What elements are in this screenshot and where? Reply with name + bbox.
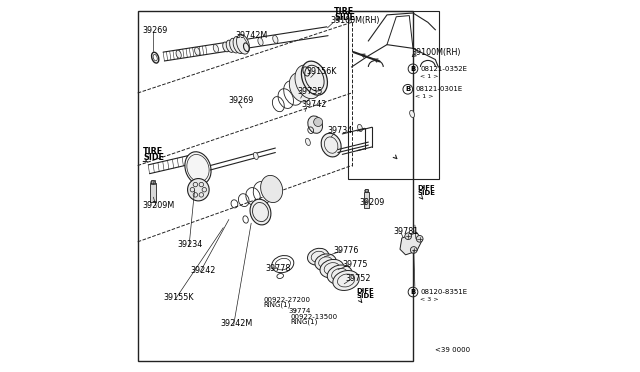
Ellipse shape	[230, 38, 239, 53]
Text: 39242M: 39242M	[221, 319, 253, 328]
Ellipse shape	[258, 38, 263, 45]
Ellipse shape	[226, 40, 234, 52]
Text: SIDE: SIDE	[143, 153, 164, 162]
Text: SIDE: SIDE	[356, 294, 374, 299]
Ellipse shape	[333, 270, 359, 291]
Bar	[138, 11, 413, 361]
Ellipse shape	[243, 40, 248, 48]
Polygon shape	[400, 232, 422, 255]
Text: 39155K: 39155K	[163, 293, 193, 302]
Ellipse shape	[237, 35, 250, 54]
Text: 39781: 39781	[394, 227, 419, 236]
Ellipse shape	[321, 133, 341, 157]
Bar	[348, 11, 439, 179]
Text: 39100M(RH): 39100M(RH)	[330, 16, 380, 25]
Text: 39742: 39742	[301, 100, 326, 109]
Circle shape	[405, 233, 412, 240]
Ellipse shape	[295, 65, 321, 99]
Text: SIDE: SIDE	[417, 190, 435, 196]
Bar	[364, 192, 369, 208]
Ellipse shape	[228, 42, 234, 50]
Text: 00922-27200: 00922-27200	[264, 297, 311, 303]
Ellipse shape	[305, 138, 310, 145]
Text: RING(1): RING(1)	[264, 302, 291, 308]
Circle shape	[417, 235, 423, 242]
Ellipse shape	[301, 61, 328, 95]
Text: 39234: 39234	[178, 240, 203, 249]
Ellipse shape	[260, 175, 283, 203]
Text: 39100M(RH): 39100M(RH)	[412, 48, 461, 57]
Text: 39269: 39269	[142, 26, 168, 35]
Text: DIFF: DIFF	[356, 288, 374, 294]
Text: 39209: 39209	[359, 198, 385, 207]
Text: < 1 >: < 1 >	[415, 94, 434, 99]
Ellipse shape	[289, 73, 312, 102]
Text: 39752: 39752	[345, 274, 371, 283]
Text: 39774: 39774	[289, 308, 311, 314]
Text: 00922-13500: 00922-13500	[291, 314, 337, 320]
Text: < 1 >: < 1 >	[420, 74, 439, 79]
Text: 39775: 39775	[342, 260, 368, 269]
Ellipse shape	[233, 36, 244, 54]
Ellipse shape	[320, 259, 344, 278]
Text: 39778: 39778	[265, 264, 291, 273]
Text: SIDE: SIDE	[334, 13, 355, 22]
Ellipse shape	[185, 152, 211, 185]
Ellipse shape	[327, 265, 352, 284]
Text: 39742M: 39742M	[236, 31, 268, 40]
Text: TIRE: TIRE	[334, 7, 355, 16]
Circle shape	[314, 118, 323, 126]
Text: DIFF: DIFF	[417, 185, 435, 191]
Ellipse shape	[176, 50, 181, 58]
Bar	[365, 189, 369, 192]
Ellipse shape	[358, 124, 362, 132]
Text: 39735: 39735	[297, 87, 323, 96]
Text: <39 0000: <39 0000	[435, 347, 470, 353]
Ellipse shape	[315, 254, 336, 271]
Ellipse shape	[307, 248, 329, 265]
Ellipse shape	[253, 152, 259, 160]
Text: 39269: 39269	[229, 96, 254, 105]
Text: B: B	[410, 66, 415, 72]
Ellipse shape	[223, 42, 229, 52]
Ellipse shape	[188, 179, 209, 201]
Ellipse shape	[250, 199, 271, 225]
Text: B: B	[410, 289, 415, 295]
Ellipse shape	[213, 45, 218, 52]
Text: B: B	[405, 86, 410, 92]
Text: 08121-0352E: 08121-0352E	[420, 66, 467, 72]
Bar	[150, 183, 156, 202]
Circle shape	[410, 247, 417, 253]
Ellipse shape	[410, 110, 415, 118]
Text: 39734: 39734	[328, 126, 353, 135]
Text: TIRE: TIRE	[143, 147, 163, 156]
Text: 39209M: 39209M	[142, 201, 175, 210]
Bar	[151, 180, 155, 184]
Text: RING(1): RING(1)	[291, 319, 317, 326]
Ellipse shape	[273, 35, 278, 43]
Ellipse shape	[195, 47, 200, 55]
Text: < 3 >: < 3 >	[420, 297, 439, 302]
Text: 39242: 39242	[191, 266, 216, 275]
Text: 08121-0301E: 08121-0301E	[415, 86, 463, 92]
Ellipse shape	[308, 116, 323, 133]
Text: 39776: 39776	[334, 246, 359, 255]
Text: 39156K: 39156K	[306, 67, 337, 76]
Text: 08120-8351E: 08120-8351E	[420, 289, 468, 295]
